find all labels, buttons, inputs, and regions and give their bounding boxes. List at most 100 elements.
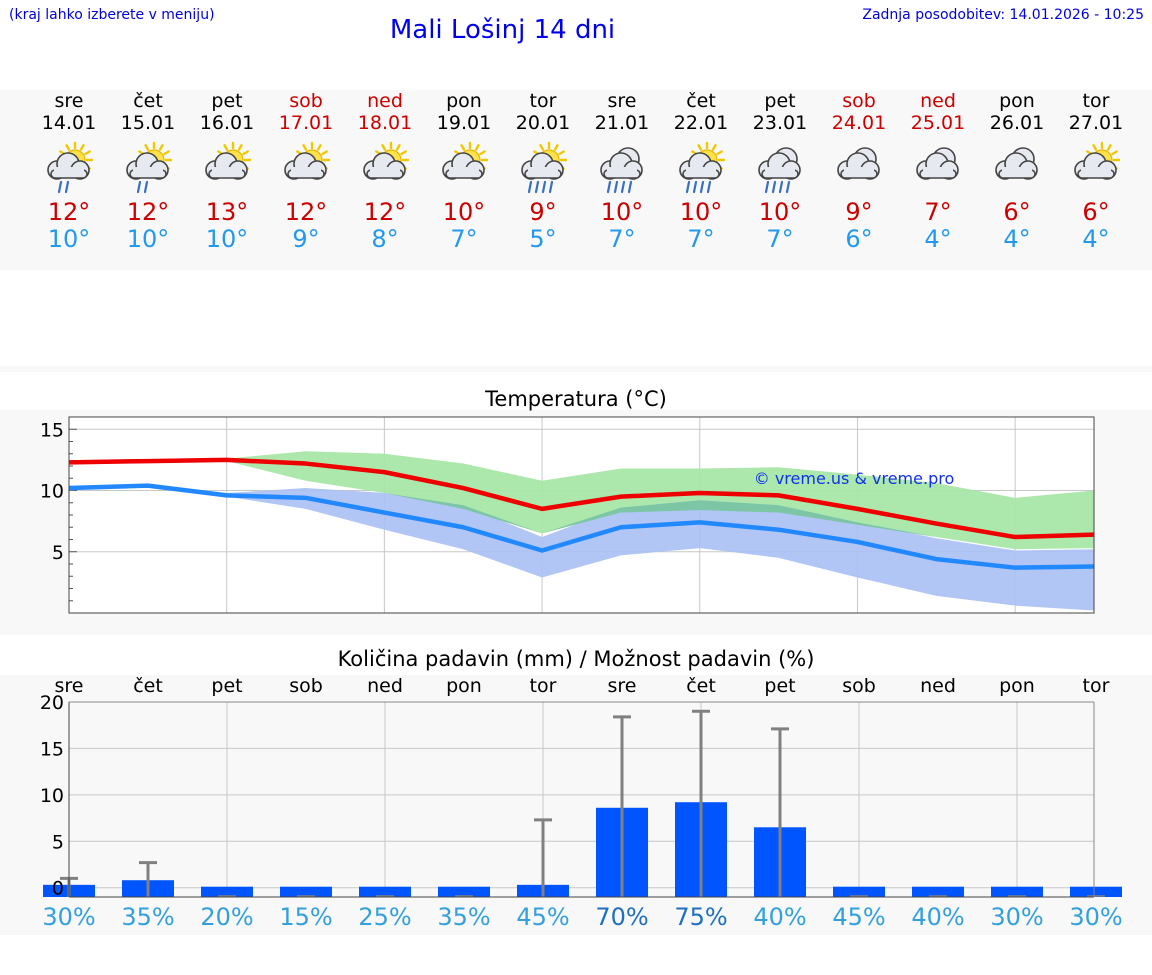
day-name: pet [764, 90, 796, 112]
precip-probability: 35% [437, 903, 491, 931]
temp-min: 7° [766, 225, 794, 253]
y-tick-label: 5 [52, 831, 64, 853]
temp-max: 7° [924, 198, 952, 226]
precip-probability: 45% [832, 903, 886, 931]
sun-cloud-rain-icon [661, 140, 741, 200]
temp-max: 9° [529, 198, 557, 226]
precip-day-label: ned [920, 675, 956, 697]
temp-max: 10° [679, 198, 723, 226]
temp-min: 6° [845, 225, 873, 253]
temperature-chart-title: Temperatura (°C) [485, 387, 667, 411]
day-date: 16.01 [199, 112, 255, 134]
day-date: 14.01 [41, 112, 97, 134]
precip-bar [1070, 886, 1122, 897]
sun-cloud-rain-icon [503, 140, 583, 200]
precip-probability: 70% [595, 903, 649, 931]
location-hint: (kraj lahko izberete v meniju) [9, 7, 215, 23]
precip-day-label: ned [367, 675, 403, 697]
precip-probability: 40% [911, 903, 965, 931]
cloud-icon [898, 140, 978, 200]
sun-cloud-icon [1056, 140, 1136, 200]
plot-area [69, 702, 1094, 897]
y-tick-label: 10 [40, 785, 64, 807]
precipitation-chart: 0 5 10 15 20 [40, 692, 1122, 900]
day-name: ned [367, 90, 403, 112]
precip-bar [912, 886, 964, 897]
precip-day-label: sre [54, 675, 84, 697]
precipitation-chart-title: Količina padavin (mm) / Možnost padavin … [337, 647, 815, 671]
precip-probability: 15% [279, 903, 333, 931]
day-date: 18.01 [357, 112, 413, 134]
day-name: pon [999, 90, 1035, 112]
precip-day-label: tor [529, 675, 557, 697]
day-date: 21.01 [594, 112, 650, 134]
precip-bar [438, 886, 490, 897]
precip-day-label: pet [764, 675, 796, 697]
plot-frame [68, 416, 1095, 614]
temp-min: 5° [529, 225, 557, 253]
precip-day-label: čet [686, 675, 716, 697]
temp-min: 10° [47, 225, 91, 253]
cloud-rain-icon [582, 140, 662, 200]
precip-probability: 40% [753, 903, 807, 931]
day-date: 23.01 [752, 112, 808, 134]
temp-min: 4° [1082, 225, 1110, 253]
precip-day-label: čet [133, 675, 163, 697]
precip-probability: 30% [990, 903, 1044, 931]
precip-day-label: sob [289, 675, 323, 697]
last-updated: Zadnja posodobitev: 14.01.2026 - 10:25 [862, 7, 1144, 23]
precip-probability: 30% [1069, 903, 1123, 931]
precip-day-label: tor [1082, 675, 1110, 697]
y-tick-label: 5 [52, 542, 64, 564]
temp-max: 10° [758, 198, 802, 226]
forecast-band [0, 90, 1152, 270]
temp-min: 10° [126, 225, 170, 253]
precip-bar [359, 886, 411, 897]
day-name: pet [211, 90, 243, 112]
temp-max: 10° [442, 198, 486, 226]
y-tick-label: 0 [52, 878, 64, 900]
temp-min: 7° [608, 225, 636, 253]
day-date: 27.01 [1068, 112, 1124, 134]
cloud-rain-icon [740, 140, 820, 200]
sun-cloud-icon [424, 140, 504, 200]
precip-probability: 20% [200, 903, 254, 931]
day-name: ned [920, 90, 956, 112]
precip-probability: 35% [121, 903, 175, 931]
cloud-icon [977, 140, 1057, 200]
day-date: 19.01 [436, 112, 492, 134]
temp-max: 9° [845, 198, 873, 226]
temp-min: 8° [371, 225, 399, 253]
sun-cloud-light-rain-icon [29, 140, 109, 200]
day-name: čet [133, 90, 163, 112]
precip-bar [991, 886, 1043, 897]
separator-band [0, 366, 1152, 372]
precip-probability: 75% [674, 903, 728, 931]
temp-max: 12° [126, 198, 170, 226]
y-tick-label: 15 [40, 738, 64, 760]
y-tick-label: 15 [40, 419, 64, 441]
precip-day-label: pet [211, 675, 243, 697]
temp-min: 4° [924, 225, 952, 253]
temp-max: 13° [205, 198, 249, 226]
precip-day-label: pon [446, 675, 482, 697]
day-name: sre [607, 90, 637, 112]
temperature-chart: 5 10 15 © vreme.us & vreme.pro [40, 416, 1095, 614]
day-date: 22.01 [673, 112, 729, 134]
precip-day-label: pon [999, 675, 1035, 697]
min-temp-range-band [69, 484, 1094, 611]
day-date: 17.01 [278, 112, 334, 134]
temp-min: 7° [450, 225, 478, 253]
temp-min: 10° [205, 225, 249, 253]
day-name: tor [529, 90, 557, 112]
day-name: pon [446, 90, 482, 112]
max-temp-range-band [69, 451, 1094, 550]
sun-cloud-light-rain-icon [108, 140, 188, 200]
sun-cloud-icon [266, 140, 346, 200]
temp-max: 6° [1082, 198, 1110, 226]
precip-day-label: sob [842, 675, 876, 697]
temp-max: 12° [284, 198, 328, 226]
precip-probability: 30% [42, 903, 96, 931]
precip-bar [833, 886, 885, 897]
temp-max: 12° [47, 198, 91, 226]
